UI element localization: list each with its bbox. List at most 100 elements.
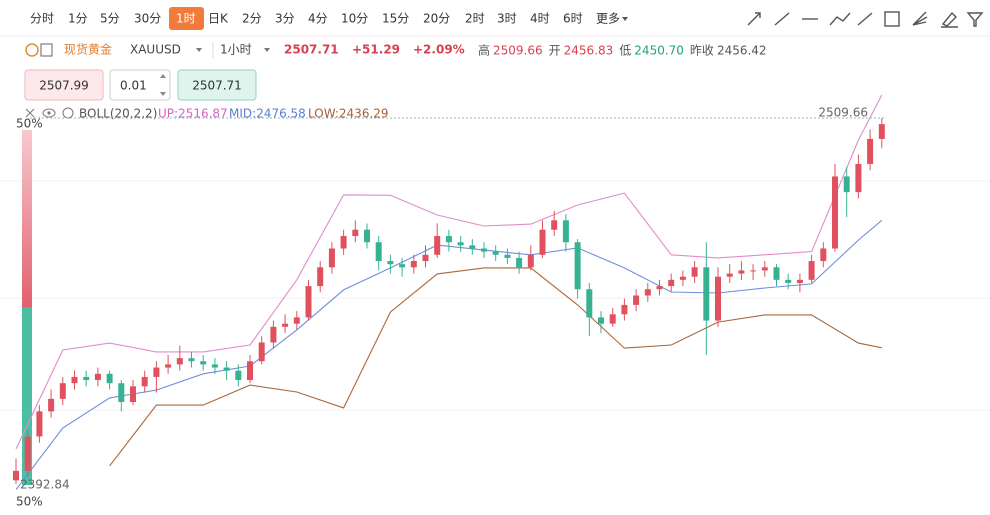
stat-value: 2456.83 xyxy=(564,44,614,58)
timeframe-tab[interactable]: 20分 xyxy=(423,12,450,26)
candle-body xyxy=(410,261,417,268)
dropdown-arrow[interactable] xyxy=(622,17,629,21)
interval[interactable]: 1小时 xyxy=(220,43,252,57)
stat-value: 2456.42 xyxy=(717,44,767,58)
eye-icon[interactable] xyxy=(42,108,56,118)
candle-body xyxy=(796,279,803,283)
timeframe-tab[interactable]: 2分 xyxy=(242,12,262,26)
lots[interactable]: 0.01 xyxy=(120,79,147,93)
sell-box[interactable] xyxy=(24,69,104,101)
candle-body xyxy=(492,251,499,255)
candle-body xyxy=(258,342,265,362)
change-pct: +2.09% xyxy=(413,43,465,57)
close-icon[interactable] xyxy=(25,108,35,118)
timeframe-tab[interactable]: 10分 xyxy=(341,12,368,26)
candle-body xyxy=(539,229,546,255)
candle-body xyxy=(24,436,31,471)
symbol-code[interactable]: XAUUSD xyxy=(130,43,181,57)
candle-body xyxy=(270,326,277,343)
candle-body xyxy=(516,257,523,268)
candle-body xyxy=(551,220,558,230)
active-tab-bg[interactable] xyxy=(169,7,204,30)
candle-body xyxy=(118,383,125,402)
candle-body xyxy=(399,264,406,268)
boll-up: UP:2516.87 xyxy=(158,107,228,121)
dropdown-arrow[interactable] xyxy=(264,48,270,52)
candle-body xyxy=(305,286,312,318)
stat-value: 2509.66 xyxy=(493,44,543,58)
stat-label: 昨收 xyxy=(690,44,714,58)
candle-body xyxy=(703,267,710,321)
candle-body xyxy=(422,254,429,262)
timeframe-tab[interactable]: 更多 xyxy=(596,12,620,26)
candle-body xyxy=(843,176,850,193)
indicator-name: BOLL(20,2,2) xyxy=(79,107,157,121)
candle-body xyxy=(352,229,359,236)
candle-body xyxy=(761,267,768,271)
candle-body xyxy=(598,317,604,324)
candle-body xyxy=(855,163,862,193)
price: 2507.71 xyxy=(284,43,339,57)
sell-price[interactable]: 2507.99 xyxy=(39,79,89,93)
boll-low-line xyxy=(109,267,882,467)
timeframe-tab[interactable]: 15分 xyxy=(382,12,409,26)
candle-body xyxy=(668,279,675,287)
candle-body xyxy=(878,124,885,139)
candle-body xyxy=(36,411,43,437)
timeframe-tab[interactable]: 3分 xyxy=(275,12,295,26)
stat-label: 低 xyxy=(619,44,631,58)
change: +51.29 xyxy=(352,43,400,57)
candle-body xyxy=(750,270,757,272)
candle-body xyxy=(59,383,66,399)
candle-body xyxy=(223,367,230,371)
buy-box[interactable] xyxy=(177,69,257,101)
timeframe-tab[interactable]: 4时 xyxy=(530,12,550,26)
timeframe-tab[interactable]: 5分 xyxy=(100,12,120,26)
timeframe-tab[interactable]: 30分 xyxy=(134,12,161,26)
candle-body xyxy=(153,367,160,377)
candle-body xyxy=(188,358,195,362)
eye-icon xyxy=(47,111,51,115)
candle-body xyxy=(317,267,324,287)
candle-body xyxy=(176,358,183,365)
sentiment-label: 50% xyxy=(16,495,43,509)
candle-body xyxy=(445,235,452,243)
symbol-icon xyxy=(40,43,53,57)
candle-body xyxy=(527,254,534,268)
candle-body xyxy=(656,286,663,290)
lots-box[interactable] xyxy=(109,69,171,101)
candle-body xyxy=(726,273,733,277)
candle-body xyxy=(481,248,487,252)
dropdown-arrow[interactable] xyxy=(196,48,202,52)
candle-body xyxy=(691,267,698,277)
timeframe-tab[interactable]: 1时 xyxy=(176,12,196,26)
timeframe-tab[interactable]: 4分 xyxy=(308,12,328,26)
candle-body xyxy=(679,276,686,280)
timeframe-tab[interactable]: 6时 xyxy=(563,12,583,26)
candle-body xyxy=(282,323,289,327)
candle-body xyxy=(785,279,792,283)
candle-body xyxy=(48,398,55,412)
candle-body xyxy=(364,229,370,243)
candle-body xyxy=(867,138,874,164)
candle-body xyxy=(586,289,593,318)
candle-body xyxy=(644,289,651,296)
timeframe-tab[interactable]: 3时 xyxy=(497,12,517,26)
timeframe-tab[interactable]: 分时 xyxy=(30,12,54,26)
candle-body xyxy=(387,261,394,265)
sentiment-segment xyxy=(22,307,32,485)
boll-low: LOW:2436.29 xyxy=(308,107,389,121)
candle-body xyxy=(328,248,335,268)
timeframe-tab[interactable]: 日K xyxy=(208,12,229,26)
timeframe-tab[interactable]: 2时 xyxy=(465,12,485,26)
candle-body xyxy=(820,248,827,262)
settings-icon[interactable] xyxy=(62,107,74,119)
candle-body xyxy=(574,242,581,290)
candle-body xyxy=(200,361,207,365)
drawing-tools[interactable] xyxy=(747,11,984,28)
candle-body xyxy=(94,373,101,381)
buy-price[interactable]: 2507.71 xyxy=(192,79,242,93)
timeframe-tab[interactable]: 1分 xyxy=(68,12,88,26)
symbol-name[interactable]: 现货黄金 xyxy=(64,42,112,57)
candle-body xyxy=(609,314,616,324)
